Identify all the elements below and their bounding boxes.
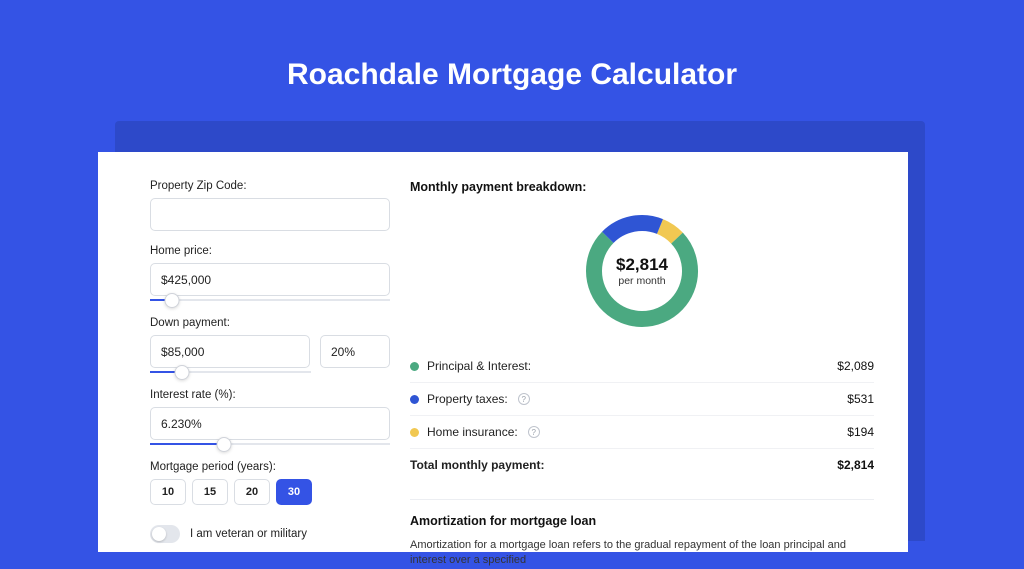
donut-sub: per month [618,275,665,287]
breakdown-total-row: Total monthly payment: $2,814 [410,448,874,481]
breakdown-amount: $2,089 [837,359,874,373]
slider-track [150,299,390,301]
slider-thumb[interactable] [217,437,232,452]
amortization-text: Amortization for a mortgage loan refers … [410,538,874,569]
slider-fill [150,443,224,445]
down-payment-label: Down payment: [150,317,390,329]
home-price-label: Home price: [150,245,390,257]
legend-dot [410,362,419,371]
donut-amount: $2,814 [616,255,668,275]
veteran-row: I am veteran or military [150,525,390,543]
total-label: Total monthly payment: [410,458,544,472]
slider-thumb[interactable] [175,365,190,380]
legend-dot [410,428,419,437]
period-button-30[interactable]: 30 [276,479,312,505]
down-payment-percent-input[interactable] [320,335,390,368]
zip-label: Property Zip Code: [150,180,390,192]
info-icon[interactable]: ? [528,426,540,438]
interest-rate-label: Interest rate (%): [150,389,390,401]
amortization-section: Amortization for mortgage loan Amortizat… [410,499,874,569]
breakdown-row: Property taxes:? $531 [410,382,874,415]
breakdown-amount: $194 [847,425,874,439]
home-price-slider[interactable] [150,291,390,309]
zip-input[interactable] [150,198,390,231]
donut-chart-wrap: $2,814 per month [410,206,874,350]
calculator-card: Property Zip Code: Home price: Down paym… [98,152,908,552]
breakdown-row: Home insurance:? $194 [410,415,874,448]
interest-rate-slider[interactable] [150,435,390,453]
breakdown-amount: $531 [847,392,874,406]
donut-center: $2,814 per month [581,210,703,332]
info-icon[interactable]: ? [518,393,530,405]
period-button-10[interactable]: 10 [150,479,186,505]
form-panel: Property Zip Code: Home price: Down paym… [150,180,390,552]
period-button-20[interactable]: 20 [234,479,270,505]
amortization-title: Amortization for mortgage loan [410,514,874,528]
legend-dot [410,395,419,404]
mortgage-period-label: Mortgage period (years): [150,461,390,473]
slider-thumb[interactable] [164,293,179,308]
breakdown-panel: Monthly payment breakdown: $2,814 per mo… [410,180,874,552]
toggle-knob [152,527,166,541]
breakdown-label: Home insurance: [427,425,518,439]
page-title: Roachdale Mortgage Calculator [0,0,1024,114]
breakdown-row: Principal & Interest: $2,089 [410,350,874,382]
breakdown-label: Principal & Interest: [427,359,531,373]
breakdown-label: Property taxes: [427,392,508,406]
mortgage-period-group: 10152030 [150,479,390,505]
breakdown-rows: Principal & Interest: $2,089 Property taxe… [410,350,874,448]
veteran-toggle[interactable] [150,525,180,543]
breakdown-title: Monthly payment breakdown: [410,180,874,194]
period-button-15[interactable]: 15 [192,479,228,505]
veteran-label: I am veteran or military [190,528,307,540]
total-amount: $2,814 [837,458,874,472]
down-payment-slider[interactable] [150,363,311,381]
donut-chart: $2,814 per month [581,210,703,332]
